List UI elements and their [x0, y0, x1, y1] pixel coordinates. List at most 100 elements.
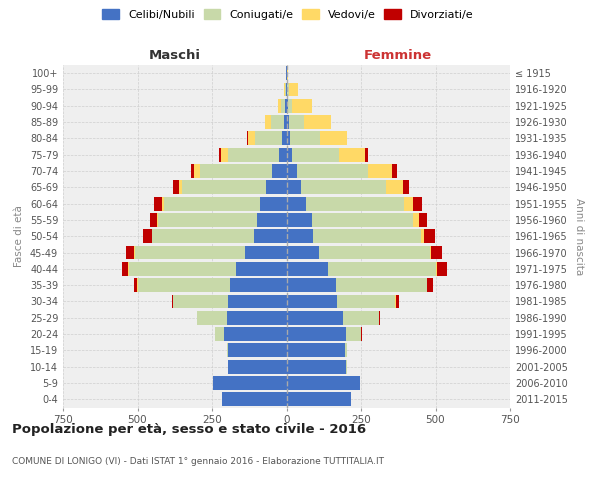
Bar [424, 230, 434, 243]
Text: Femmine: Femmine [364, 48, 433, 62]
Bar [221, 148, 229, 162]
Bar [245, 246, 287, 260]
Bar [287, 262, 328, 276]
Bar [337, 294, 395, 308]
Bar [173, 180, 179, 194]
Bar [289, 82, 298, 96]
Bar [430, 246, 431, 260]
Bar [266, 180, 287, 194]
Bar [436, 262, 437, 276]
Bar [287, 82, 289, 96]
Bar [164, 196, 260, 210]
Bar [320, 132, 347, 145]
Bar [236, 262, 287, 276]
Bar [224, 327, 287, 341]
Bar [304, 115, 331, 129]
Bar [281, 99, 285, 112]
Bar [197, 311, 227, 324]
Bar [297, 164, 368, 178]
Bar [287, 164, 297, 178]
Bar [287, 294, 337, 308]
Bar [338, 148, 365, 162]
Bar [287, 360, 346, 374]
Bar [134, 246, 245, 260]
Bar [214, 376, 287, 390]
Text: Maschi: Maschi [149, 48, 201, 62]
Bar [437, 262, 447, 276]
Bar [137, 278, 230, 292]
Bar [312, 213, 413, 227]
Bar [287, 196, 306, 210]
Bar [162, 196, 164, 210]
Bar [290, 132, 320, 145]
Bar [179, 180, 182, 194]
Bar [134, 278, 137, 292]
Bar [194, 164, 200, 178]
Bar [287, 246, 319, 260]
Bar [346, 327, 361, 341]
Bar [319, 246, 430, 260]
Bar [313, 230, 421, 243]
Bar [257, 213, 287, 227]
Legend: Celibi/Nubili, Coniugati/e, Vedovi/e, Divorziati/e: Celibi/Nubili, Coniugati/e, Vedovi/e, Di… [99, 6, 477, 23]
Bar [343, 311, 379, 324]
Bar [182, 180, 266, 194]
Bar [229, 148, 279, 162]
Bar [427, 278, 433, 292]
Bar [287, 180, 301, 194]
Bar [122, 262, 128, 276]
Bar [272, 164, 287, 178]
Bar [287, 148, 292, 162]
Bar [158, 213, 257, 227]
Bar [287, 311, 343, 324]
Bar [292, 99, 312, 112]
Bar [287, 392, 350, 406]
Y-axis label: Fasce di età: Fasce di età [14, 206, 24, 267]
Bar [260, 196, 287, 210]
Bar [386, 180, 403, 194]
Bar [230, 278, 287, 292]
Text: Popolazione per età, sesso e stato civile - 2016: Popolazione per età, sesso e stato civil… [12, 422, 366, 436]
Bar [285, 99, 287, 112]
Bar [292, 148, 338, 162]
Bar [248, 132, 255, 145]
Bar [143, 230, 152, 243]
Bar [421, 230, 424, 243]
Bar [172, 294, 173, 308]
Bar [265, 115, 271, 129]
Bar [191, 164, 194, 178]
Bar [173, 294, 229, 308]
Bar [395, 294, 398, 308]
Bar [279, 148, 287, 162]
Bar [287, 327, 346, 341]
Bar [285, 82, 286, 96]
Bar [220, 148, 221, 162]
Bar [227, 311, 287, 324]
Bar [287, 115, 289, 129]
Y-axis label: Anni di nascita: Anni di nascita [574, 198, 584, 275]
Bar [335, 278, 427, 292]
Bar [128, 262, 236, 276]
Bar [419, 213, 427, 227]
Bar [229, 344, 287, 357]
Bar [287, 99, 288, 112]
Bar [328, 262, 436, 276]
Bar [287, 230, 313, 243]
Bar [403, 180, 409, 194]
Bar [287, 132, 290, 145]
Bar [215, 327, 224, 341]
Bar [287, 344, 344, 357]
Bar [365, 148, 368, 162]
Bar [289, 115, 304, 129]
Bar [282, 132, 287, 145]
Bar [413, 213, 419, 227]
Bar [287, 376, 359, 390]
Bar [152, 230, 254, 243]
Bar [229, 294, 287, 308]
Bar [154, 196, 162, 210]
Bar [284, 115, 287, 129]
Bar [271, 115, 284, 129]
Bar [127, 246, 134, 260]
Bar [344, 344, 347, 357]
Bar [287, 213, 312, 227]
